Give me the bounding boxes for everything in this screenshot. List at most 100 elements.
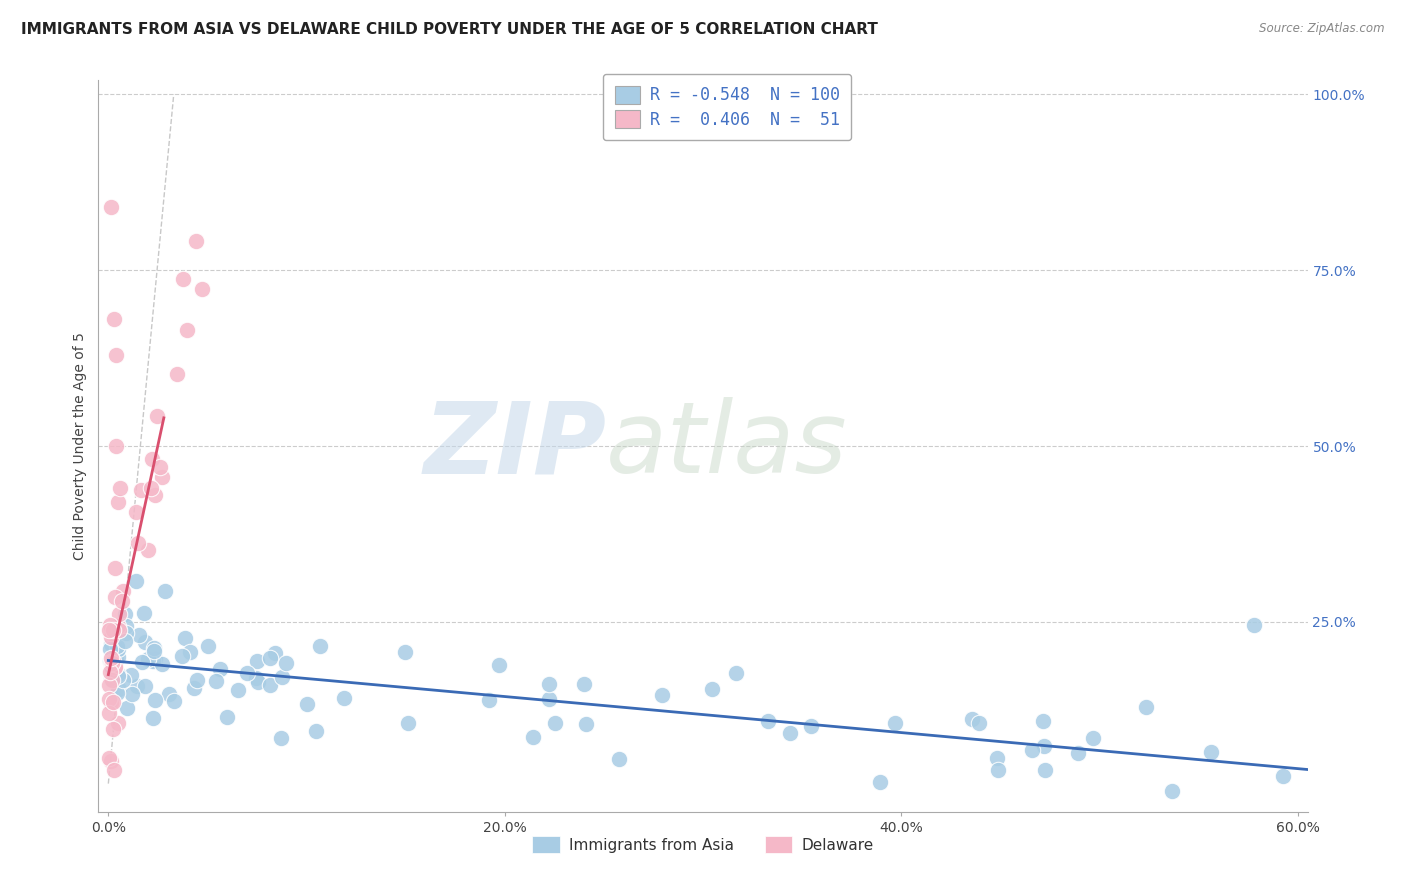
Point [101,654,124,668]
Point [236,666,259,681]
Point [103,657,125,672]
Point [121,687,143,701]
Point [651,688,673,702]
Point [1033,763,1056,777]
Point [986,750,1008,764]
Point [259,650,281,665]
Point [107,618,129,632]
Point [724,666,747,681]
Point [183,681,205,696]
Point [700,681,723,696]
Point [108,623,131,637]
Point [111,594,134,608]
Point [110,481,132,495]
Point [142,654,165,668]
Point [114,607,136,622]
Point [142,644,165,658]
Point [305,724,328,739]
Point [98,706,121,721]
Point [100,754,122,768]
Point [127,536,149,550]
Point [779,726,801,740]
Point [100,637,122,651]
Point [98,624,121,638]
Point [1021,743,1043,757]
Point [100,672,122,686]
Point [101,723,124,737]
Point [962,712,984,726]
Point [114,634,136,648]
Point [884,716,907,731]
Point [274,657,297,671]
Point [107,495,129,509]
Point [157,686,180,700]
Point [115,618,138,632]
Point [1032,739,1054,754]
Point [478,692,501,706]
Point [128,628,150,642]
Point [1243,618,1265,632]
Point [309,640,332,654]
Point [108,607,131,621]
Point [142,640,165,655]
Point [162,694,184,708]
Point [98,750,121,764]
Point [104,561,127,575]
Point [246,654,269,668]
Point [101,673,124,688]
Text: ZIP: ZIP [423,398,606,494]
Point [104,590,127,604]
Text: IMMIGRANTS FROM ASIA VS DELAWARE CHILD POVERTY UNDER THE AGE OF 5 CORRELATION CH: IMMIGRANTS FROM ASIA VS DELAWARE CHILD P… [21,22,877,37]
Point [488,657,510,672]
Point [108,681,131,696]
Point [101,695,124,709]
Point [271,670,294,684]
Point [141,481,163,495]
Point [142,711,165,725]
Point [98,642,121,657]
Point [143,488,166,502]
Point [101,656,124,670]
Point [104,664,127,678]
Point [1081,731,1104,745]
Point [103,660,125,674]
Point [141,452,163,467]
Point [100,696,122,710]
Point [100,656,122,670]
Point [100,200,122,214]
Point [100,651,122,665]
Point [176,322,198,336]
Point [120,668,142,682]
Point [155,584,177,599]
Point [107,650,129,665]
Point [107,716,129,731]
Point [197,639,219,653]
Point [247,674,270,689]
Point [166,368,188,382]
Point [1135,700,1157,714]
Point [103,312,125,326]
Point [574,716,596,731]
Point [98,692,121,706]
Point [572,677,595,691]
Point [103,660,125,674]
Point [186,673,208,687]
Point [172,648,194,663]
Point [544,715,567,730]
Point [1161,783,1184,797]
Point [522,731,544,745]
Point [107,641,129,656]
Point [149,460,172,475]
Point [986,763,1008,777]
Point [333,691,356,706]
Point [105,686,128,700]
Point [1272,769,1295,783]
Point [297,698,319,712]
Point [143,693,166,707]
Point [607,752,630,766]
Point [969,715,991,730]
Point [101,623,124,637]
Point [98,678,121,692]
Point [112,673,135,688]
Point [107,666,129,681]
